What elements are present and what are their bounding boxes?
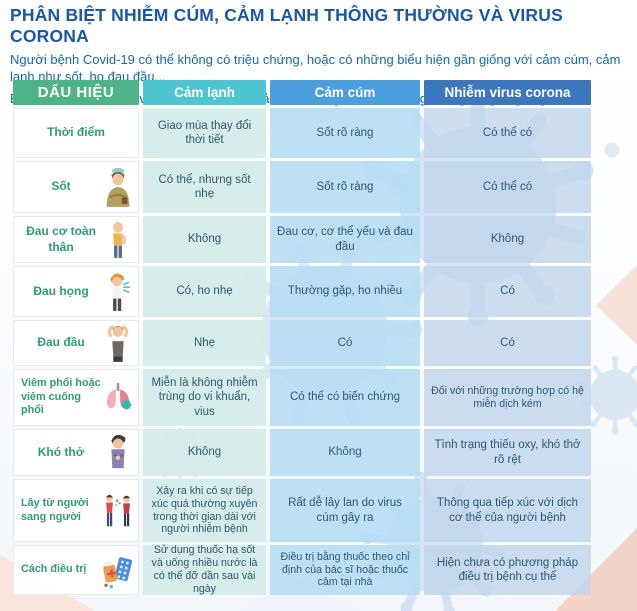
row-label-cell: Đau cơ toàn thân (13, 216, 139, 263)
row-label: Cách điều trị (21, 563, 87, 576)
flu-cell: Điều trị bằng thuốc theo chỉ định của bá… (270, 545, 420, 595)
headache-person-icon (107, 325, 129, 362)
row-label: Sốt (51, 179, 71, 194)
row-label-cell: Sốt (13, 161, 139, 213)
cold-cell: Có thể, nhưng sốt nhẹ (143, 161, 266, 213)
row-label: Lây từ người sang người (21, 496, 89, 523)
corona-cell: Không (424, 216, 591, 263)
corona-cell: Có thể có (424, 108, 591, 158)
comparison-table: DẤU HIỆU Cảm lạnh Cảm cúm Nhiễm virus co… (13, 80, 591, 595)
cold-cell: Miễn là không nhiễm trùng do vi khuẩn, v… (143, 369, 266, 426)
breathless-person-icon (111, 434, 126, 468)
sore-throat-person-icon (110, 273, 131, 311)
row-label: Đau họng (33, 283, 89, 298)
flu-cell: Thường gặp, ho nhiều (270, 266, 420, 317)
lungs-icon (106, 382, 132, 410)
cold-cell: Sử dụng thuốc hạ sốt và uống nhiều nước … (143, 544, 266, 595)
flu-cell: Sốt rõ ràng (270, 108, 420, 158)
corona-cell: Hiện chưa có phương pháp điều trị bệnh c… (424, 545, 591, 595)
flu-cell: Rất dễ lây lan do virus cúm gây ra (270, 479, 420, 542)
cold-cell: Không (143, 429, 266, 476)
row-label: Viêm phổi hoặc viêm cuống phổi (21, 377, 101, 417)
corona-cell: Có (424, 266, 591, 317)
row-label: Đau cơ toàn thân (26, 224, 96, 254)
row-label: Đau đầu (37, 335, 85, 350)
column-header-flu: Cảm cúm (270, 80, 420, 105)
row-label: Thời điểm (47, 125, 105, 140)
row-label-cell: Đau họng (13, 266, 139, 317)
column-header-sign: DẤU HIỆU (13, 80, 139, 105)
flu-cell: Có (270, 320, 420, 366)
cold-cell: Không (143, 216, 266, 263)
row-label: Khó thở (37, 444, 85, 459)
corona-cell: Có thể có (424, 161, 591, 213)
column-header-cold: Cảm lạnh (143, 80, 266, 105)
body-ache-person-icon (113, 222, 127, 258)
flu-cell: Sốt rõ ràng (270, 161, 420, 213)
row-label-cell: Khó thở (13, 429, 139, 476)
corona-cell: Đối với những trường hợp có hệ miễn dịch… (424, 369, 591, 426)
flu-cell: Không (270, 429, 420, 476)
corona-cell: Thông qua tiếp xúc với dịch cơ thể của n… (424, 479, 591, 542)
cold-cell: Nhẹ (143, 320, 266, 366)
corona-cell: Tình trạng thiếu oxy, khó thở rõ rệt (424, 429, 591, 476)
flu-cell: Có thể có biến chứng (270, 369, 420, 426)
cold-cell: Xảy ra khi có sự tiếp xúc quá thường xuy… (143, 479, 266, 542)
medicine-pills-icon (103, 557, 133, 589)
row-label-cell: Thời điểm (13, 108, 139, 158)
flu-cell: Đau cơ, cơ thể yếu và đau đầu (270, 216, 420, 263)
fever-person-icon (106, 167, 130, 207)
row-label-cell: Cách điều trị (13, 545, 139, 595)
cold-cell: Giao mùa thay đổi thời tiết (143, 108, 266, 158)
row-label-cell: Lây từ người sang người (13, 479, 139, 542)
page-title: PHÂN BIỆT NHIỄM CÚM, CẢM LẠNH THÔNG THƯỜ… (10, 5, 563, 46)
person-to-person-icon (106, 494, 130, 526)
corona-cell: Có (424, 320, 591, 366)
cold-cell: Có, ho nhẹ (143, 266, 266, 317)
row-label-cell: Đau đầu (13, 320, 139, 366)
row-label-cell: Viêm phổi hoặc viêm cuống phổi (13, 369, 139, 426)
column-header-corona: Nhiễm virus corona (424, 80, 591, 105)
